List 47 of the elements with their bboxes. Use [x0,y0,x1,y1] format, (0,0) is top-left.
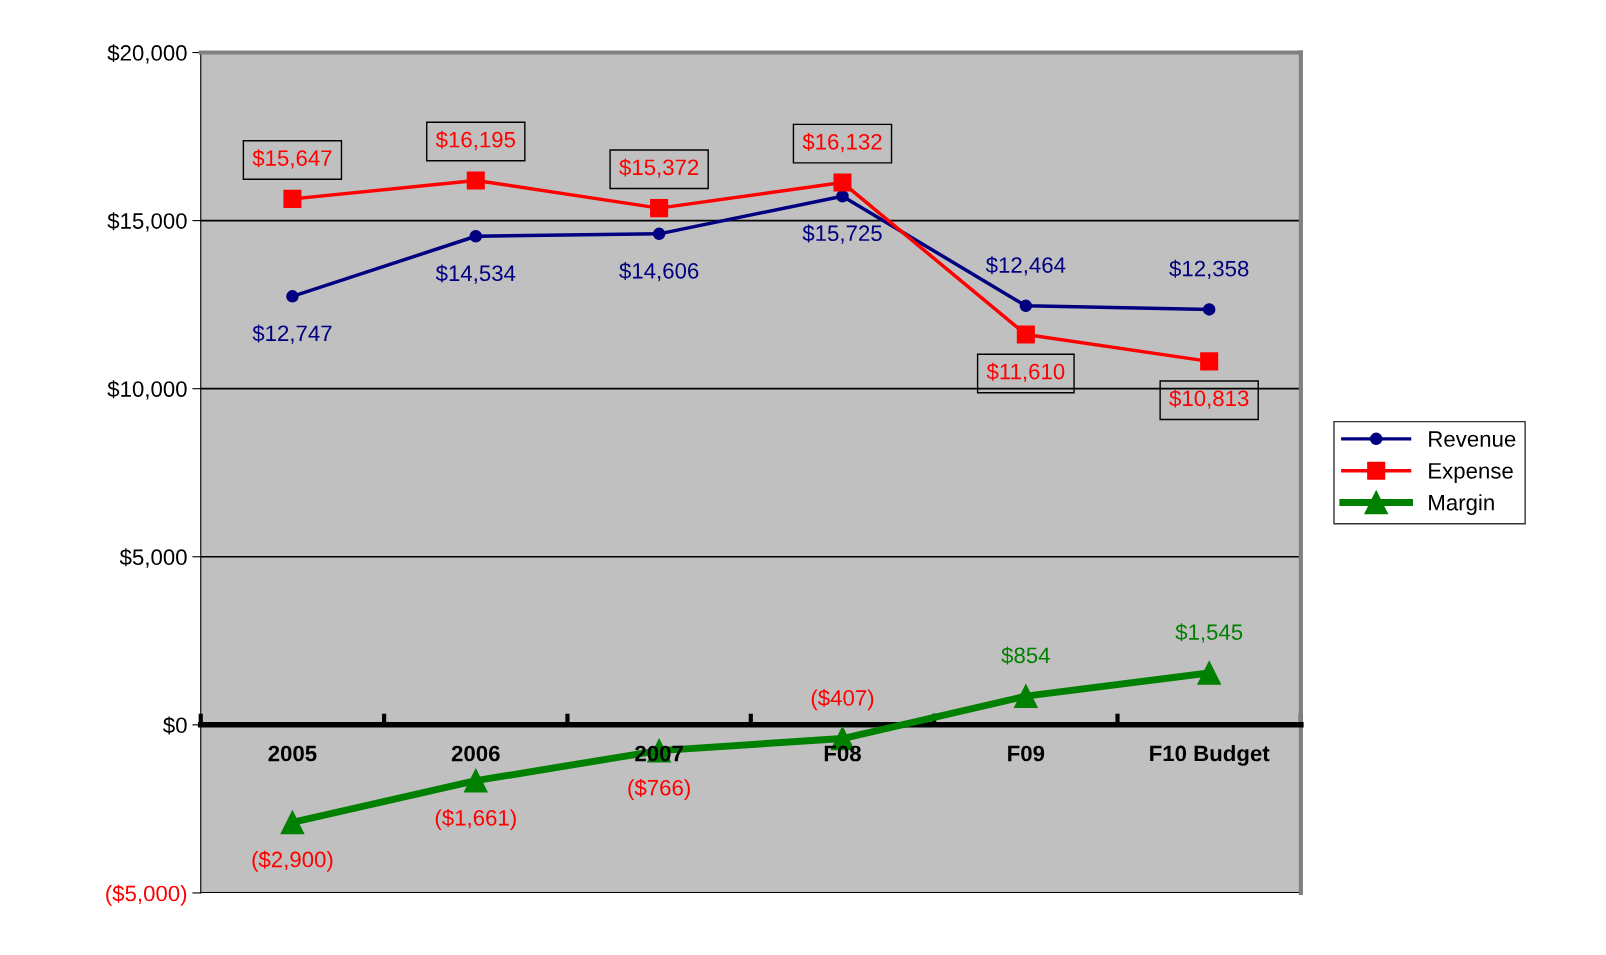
data-label: ($407) [811,689,874,711]
x-tick-label: 2005 [268,745,317,762]
data-label: $1,545 [1175,623,1243,643]
point [652,227,666,241]
data-label: $854 [1001,646,1050,665]
data-label: $12,358 [1169,259,1249,280]
point [280,810,305,835]
x-tick-label: F10 Budget [1150,744,1270,766]
point [283,189,302,208]
data-label: $16,195 [435,130,516,151]
point [1019,299,1033,313]
data-label: $11,610 [986,362,1065,383]
y-tick-label: $15,000 [107,212,187,232]
data-label: $15,725 [802,224,882,244]
x-tick-label: 2006 [451,745,500,762]
point [1200,352,1219,371]
point [1016,325,1035,344]
point [1202,303,1216,316]
data-label: $10,813 [1169,389,1249,409]
point [466,171,485,190]
x-tick-label: F08 [824,745,861,762]
y-tick-label: $0 [163,716,187,735]
point [469,230,483,243]
y-tick-label: $5,000 [119,548,187,568]
legend-label: Expense [1429,463,1513,484]
point [463,768,488,793]
data-label: $12,747 [252,324,332,344]
data-label: ($766) [628,778,690,800]
data-label: $14,606 [619,262,699,282]
point [650,199,669,218]
data-label: ($1,661) [435,809,516,831]
point [286,290,299,303]
legend-label: Revenue [1429,431,1516,447]
point [1014,684,1038,708]
point [1197,661,1221,685]
legend-label: Margin [1429,494,1494,515]
y-tick-label: $20,000 [107,44,187,64]
data-label: ($2,900) [252,850,333,872]
y-tick-label: $10,000 [107,380,187,400]
data-label: $16,132 [802,132,882,153]
point [833,173,852,192]
x-tick-label: F09 [1008,745,1045,762]
data-label: $15,647 [252,149,332,169]
y-tick-label: ($5,000) [106,884,187,906]
data-label: $15,372 [619,158,699,178]
data-label: $14,534 [435,264,516,284]
data-label: $12,464 [985,256,1066,276]
